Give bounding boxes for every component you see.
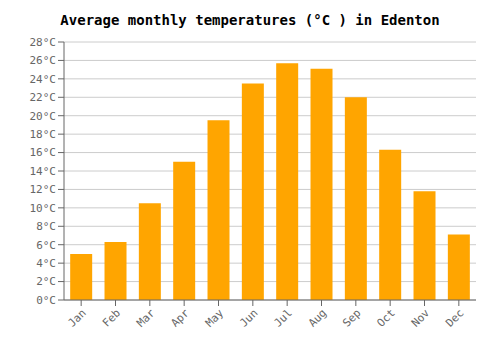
svg-text:Apr: Apr (169, 306, 193, 330)
svg-text:Jul: Jul (272, 306, 295, 329)
html-text:Average monthly temperatures (: Average monthly temperatures (°C ) in Ed… (60, 12, 440, 28)
svg-text:18°C: 18°C (30, 128, 57, 141)
svg-text:10°C: 10°C (30, 202, 57, 215)
svg-text:Aug: Aug (306, 306, 329, 329)
svg-text:Jun: Jun (237, 306, 260, 329)
svg-text:Jan: Jan (66, 306, 89, 329)
svg-text:2°C: 2°C (36, 275, 56, 288)
svg-text:16°C: 16°C (30, 146, 57, 159)
svg-text:Mar: Mar (134, 306, 158, 330)
svg-text:Oct: Oct (375, 306, 398, 329)
svg-text:Nov: Nov (409, 306, 433, 330)
svg-text:6°C: 6°C (36, 239, 56, 252)
svg-text:20°C: 20°C (30, 110, 57, 123)
svg-text:14°C: 14°C (30, 165, 57, 178)
svg-text:24°C: 24°C (30, 73, 57, 86)
svg-text:8°C: 8°C (36, 220, 56, 233)
svg-text:May: May (203, 306, 227, 330)
svg-text:12°C: 12°C (30, 183, 57, 196)
svg-text:4°C: 4°C (36, 257, 56, 270)
svg-text:Sep: Sep (340, 306, 363, 329)
svg-text:0°C: 0°C (36, 294, 56, 307)
svg-text:Dec: Dec (443, 306, 466, 329)
svg-text:Feb: Feb (100, 306, 123, 329)
svg-text:26°C: 26°C (30, 54, 57, 67)
svg-text:22°C: 22°C (30, 91, 57, 104)
svg-text:28°C: 28°C (30, 36, 57, 49)
